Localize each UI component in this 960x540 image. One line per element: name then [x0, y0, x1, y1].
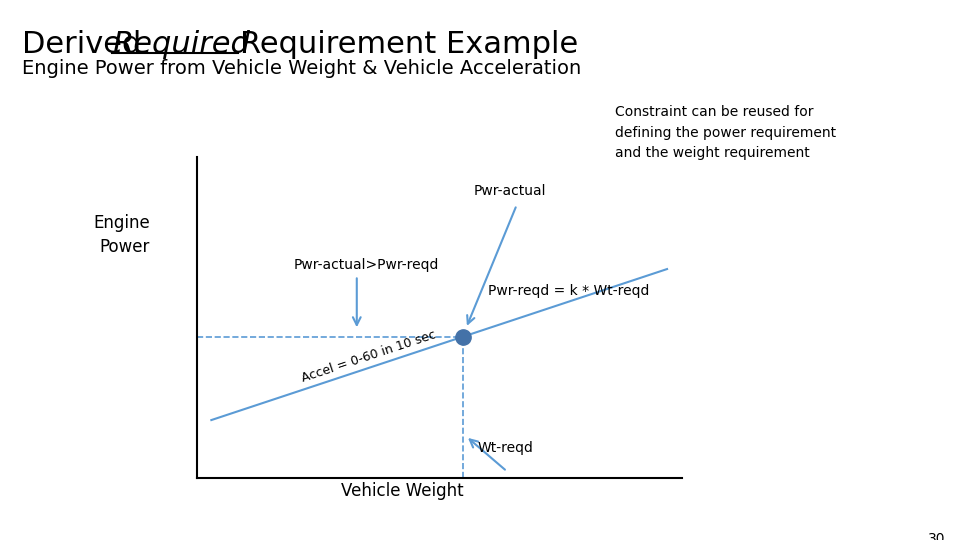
Text: Constraint can be reused for
defining the power requirement
and the weight requi: Constraint can be reused for defining th… [615, 105, 836, 160]
Text: Engine Power from Vehicle Weight & Vehicle Acceleration: Engine Power from Vehicle Weight & Vehic… [22, 59, 581, 78]
Text: Engine
Power: Engine Power [93, 213, 150, 256]
Text: Vehicle Weight: Vehicle Weight [341, 482, 464, 500]
Text: 30: 30 [927, 532, 945, 540]
Text: Requirement Example: Requirement Example [240, 30, 578, 59]
Text: Derived: Derived [22, 30, 151, 59]
Text: Wt-reqd: Wt-reqd [478, 441, 534, 455]
Text: Required: Required [112, 30, 250, 59]
Text: Pwr-actual: Pwr-actual [473, 184, 545, 198]
Text: Accel = 0-60 in 10 sec: Accel = 0-60 in 10 sec [300, 328, 438, 384]
Text: Pwr-actual>Pwr-reqd: Pwr-actual>Pwr-reqd [294, 258, 439, 272]
Text: Pwr-reqd = k * Wt-reqd: Pwr-reqd = k * Wt-reqd [488, 284, 649, 298]
